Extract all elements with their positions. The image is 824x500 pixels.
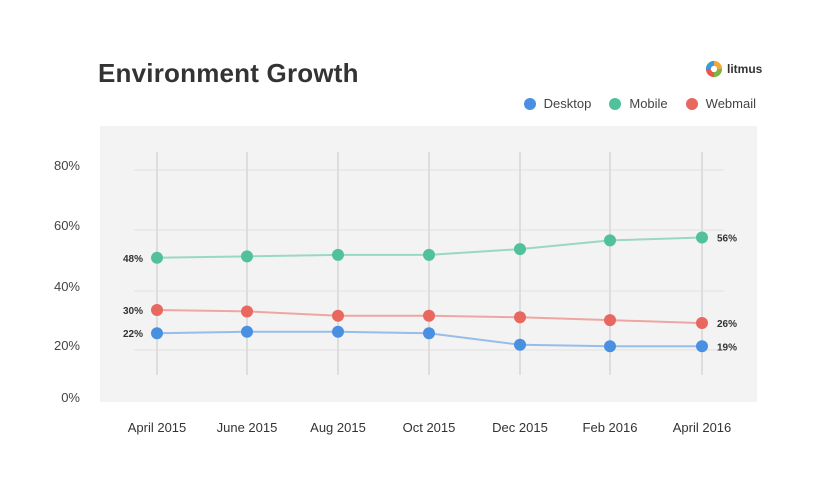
y-tick-label: 80% — [54, 158, 80, 173]
mobile-data-point — [241, 250, 253, 263]
x-tick-label: April 2015 — [128, 420, 187, 435]
mobile-data-point — [423, 248, 435, 261]
x-tick-label: Dec 2015 — [492, 420, 548, 435]
y-tick-label: 40% — [54, 279, 80, 294]
desktop-start-label: 22% — [123, 329, 143, 340]
mobile-data-point — [151, 251, 163, 264]
mobile-data-point — [696, 231, 708, 244]
y-tick-label: 0% — [61, 390, 80, 405]
legend-label-mobile: Mobile — [629, 96, 668, 111]
legend-item-mobile: Mobile — [609, 96, 668, 111]
legend-swatch-webmail — [685, 97, 698, 110]
x-tick-label: Oct 2015 — [403, 420, 456, 435]
desktop-data-point — [151, 327, 163, 340]
desktop-data-point — [423, 327, 435, 340]
desktop-data-point — [696, 340, 708, 353]
legend-label-webmail: Webmail — [705, 96, 756, 111]
chart-title: Environment Growth — [98, 58, 359, 88]
desktop-end-label: 19% — [717, 342, 737, 353]
x-tick-label: Feb 2016 — [583, 420, 638, 435]
legend-label-desktop: Desktop — [543, 96, 592, 111]
x-tick-label: Aug 2015 — [310, 420, 366, 435]
y-tick-label: 60% — [54, 218, 80, 233]
webmail-data-point — [241, 305, 253, 318]
brand-logo: litmus — [705, 60, 762, 78]
legend-item-desktop: Desktop — [523, 96, 592, 111]
webmail-start-label: 30% — [123, 306, 143, 317]
mobile-data-point — [514, 243, 526, 256]
webmail-data-point — [332, 309, 344, 322]
webmail-data-point — [696, 317, 708, 330]
mobile-data-point — [332, 248, 344, 261]
desktop-data-point — [604, 340, 616, 353]
litmus-logo-icon — [705, 60, 723, 78]
mobile-start-label: 48% — [123, 254, 143, 265]
mobile-end-label: 56% — [717, 234, 737, 245]
webmail-data-point — [514, 311, 526, 324]
webmail-data-point — [604, 314, 616, 327]
desktop-data-point — [332, 325, 344, 338]
x-tick-label: April 2016 — [673, 420, 732, 435]
desktop-data-point — [241, 325, 253, 338]
legend-swatch-mobile — [609, 97, 622, 110]
webmail-data-point — [423, 309, 435, 322]
brand-name: litmus — [727, 62, 763, 76]
y-tick-label: 20% — [54, 338, 80, 353]
webmail-end-label: 26% — [717, 319, 737, 330]
webmail-data-point — [151, 304, 163, 316]
legend-item-webmail: Webmail — [685, 96, 756, 111]
mobile-data-point — [604, 234, 616, 247]
legend: Desktop Mobile Webmail — [523, 96, 756, 111]
x-tick-label: June 2015 — [217, 420, 278, 435]
desktop-data-point — [514, 338, 526, 351]
legend-swatch-desktop — [523, 97, 536, 110]
